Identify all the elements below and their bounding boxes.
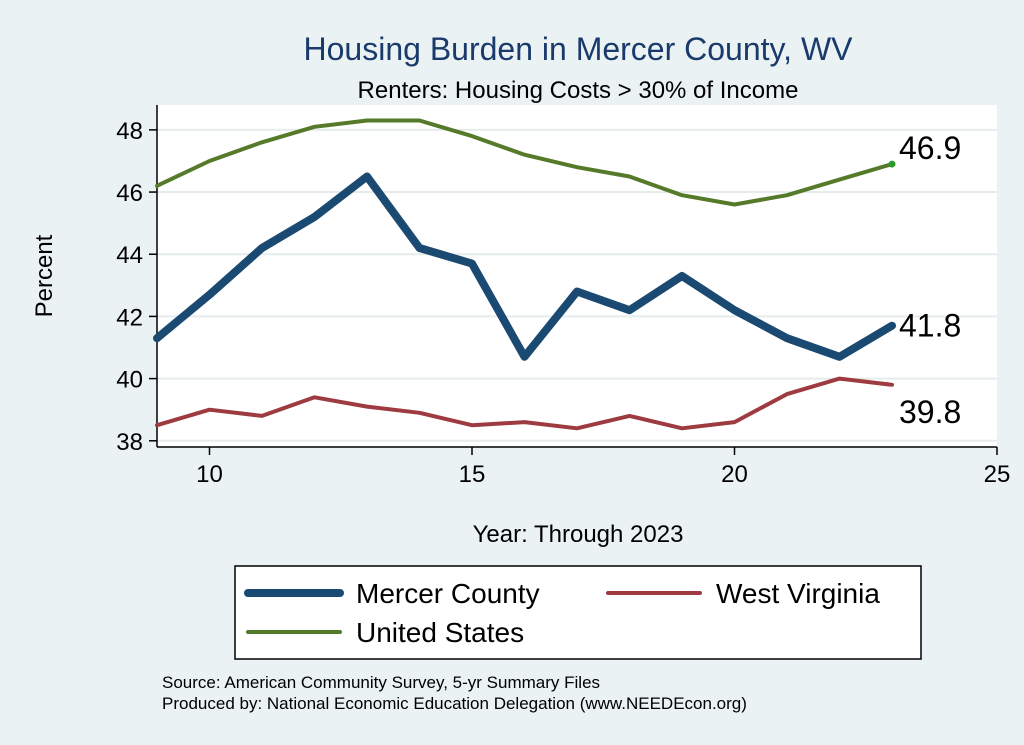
y-tick-label: 44 (116, 242, 143, 269)
end-label: 39.8 (899, 394, 961, 430)
series-lines (153, 118, 896, 431)
series-line-united-states (155, 118, 894, 207)
end-marker (888, 160, 896, 168)
y-tick-label: 46 (116, 180, 143, 207)
y-tick-label: 40 (116, 367, 143, 394)
chart-title: Housing Burden in Mercer County, WV (304, 31, 854, 67)
series-line-west-virginia (155, 376, 894, 431)
end-labels: 41.8 39.8 46.9 (888, 130, 961, 430)
end-label: 46.9 (899, 130, 961, 166)
legend-label: West Virginia (716, 578, 880, 609)
legend-box (234, 565, 922, 660)
y-tick-label: 42 (116, 304, 143, 331)
chart-subtitle: Renters: Housing Costs > 30% of Income (358, 77, 799, 104)
y-axis-title: Percent (31, 234, 58, 317)
legend: Mercer County West Virginia United States (234, 565, 922, 660)
producer-line: Produced by: National Economic Education… (162, 694, 747, 713)
grid-lines (157, 128, 997, 442)
source-notes: Source: American Community Survey, 5-yr … (162, 673, 747, 713)
x-tick-label: 20 (721, 461, 748, 488)
end-label: 41.8 (899, 308, 961, 344)
x-tick-label: 25 (984, 461, 1011, 488)
plot-area (157, 105, 997, 447)
x-tick-label: 15 (459, 461, 486, 488)
source-line: Source: American Community Survey, 5-yr … (162, 673, 600, 692)
legend-label: Mercer County (356, 578, 540, 609)
y-tick-label: 38 (116, 429, 143, 456)
series-line-mercer-county (153, 172, 896, 361)
legend-label: United States (356, 617, 524, 648)
axes: 38 40 42 44 46 48 10 15 20 25 (116, 105, 1010, 488)
x-tick-label: 10 (196, 461, 223, 488)
x-axis-title: Year: Through 2023 (473, 521, 684, 548)
y-tick-label: 48 (116, 118, 143, 145)
